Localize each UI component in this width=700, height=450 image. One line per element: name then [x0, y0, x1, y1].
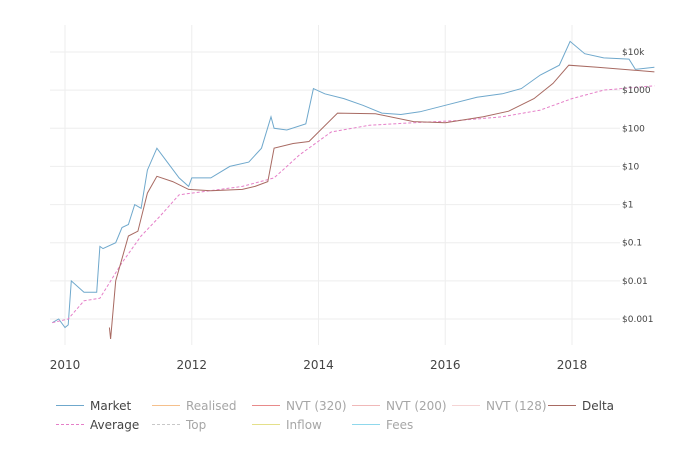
legend-item-realised[interactable]: Realised [152, 399, 252, 413]
legend-item-nvt-128[interactable]: NVT (128) [452, 399, 548, 413]
legend-label: NVT (200) [386, 398, 447, 413]
legend-row-1: Market Realised NVT (320) NVT (200) NVT (128… [56, 396, 656, 415]
y-tick-label: $100 [622, 124, 645, 134]
x-tick-label: 2010 [50, 358, 81, 372]
gridlines [50, 25, 620, 345]
legend-item-top[interactable]: Top [152, 418, 252, 432]
legend-label: Fees [386, 417, 414, 432]
y-tick-label: $10 [622, 162, 639, 172]
legend-item-nvt-200[interactable]: NVT (200) [352, 399, 452, 413]
legend-label: NVT (128) [486, 398, 547, 413]
legend-label: Inflow [286, 417, 322, 432]
legend-swatch-icon [252, 405, 280, 406]
legend-item-nvt-320[interactable]: NVT (320) [252, 399, 352, 413]
y-tick-label: $0.01 [622, 277, 648, 287]
x-tick-label: 2018 [557, 358, 588, 372]
legend-swatch-icon [352, 405, 380, 406]
legend-label: Top [186, 417, 207, 432]
legend-label: Market [90, 398, 132, 413]
legend-label: Realised [186, 398, 237, 413]
legend-swatch-icon [252, 424, 280, 425]
legend-item-delta[interactable]: Delta [548, 399, 648, 413]
y-tick-label: $0.001 [622, 315, 654, 325]
legend-swatch-icon [56, 424, 84, 425]
legend-swatch-icon [548, 405, 576, 406]
legend-item-average[interactable]: Average [56, 418, 152, 432]
legend-swatch-icon [152, 405, 180, 406]
legend-swatch-icon [452, 405, 480, 406]
series-average-line [52, 85, 655, 324]
x-axis: 2010 2012 2014 2016 2018 [50, 358, 588, 372]
legend-swatch-icon [152, 424, 180, 425]
y-tick-label: $10k [622, 48, 645, 58]
legend-row-2: Average Top Inflow Fees [56, 415, 656, 434]
x-tick-label: 2016 [430, 358, 461, 372]
legend-item-market[interactable]: Market [56, 399, 152, 413]
chart-plot[interactable]: $0.001$0.01$0.1$1$10$100$1000$10k 2010 20… [0, 0, 700, 395]
x-tick-label: 2012 [176, 358, 207, 372]
legend-label: NVT (320) [286, 398, 347, 413]
y-tick-label: $1000 [622, 86, 651, 96]
legend-swatch-icon [56, 405, 84, 406]
y-tick-label: $1 [622, 201, 633, 211]
y-tick-label: $0.1 [622, 239, 642, 249]
legend-label: Delta [582, 398, 615, 413]
series-lines [52, 40, 655, 339]
legend: Market Realised NVT (320) NVT (200) NVT (128… [56, 396, 656, 434]
series-market-line [52, 40, 655, 329]
legend-item-inflow[interactable]: Inflow [252, 418, 352, 432]
legend-swatch-icon [352, 424, 380, 425]
series-delta-line [108, 64, 655, 339]
legend-item-fees[interactable]: Fees [352, 418, 452, 432]
y-axis: $0.001 $0.01 $0.1 $1 $10 $100 $1000 $10k [622, 48, 654, 325]
x-tick-label: 2014 [303, 358, 334, 372]
legend-label: Average [90, 417, 140, 432]
